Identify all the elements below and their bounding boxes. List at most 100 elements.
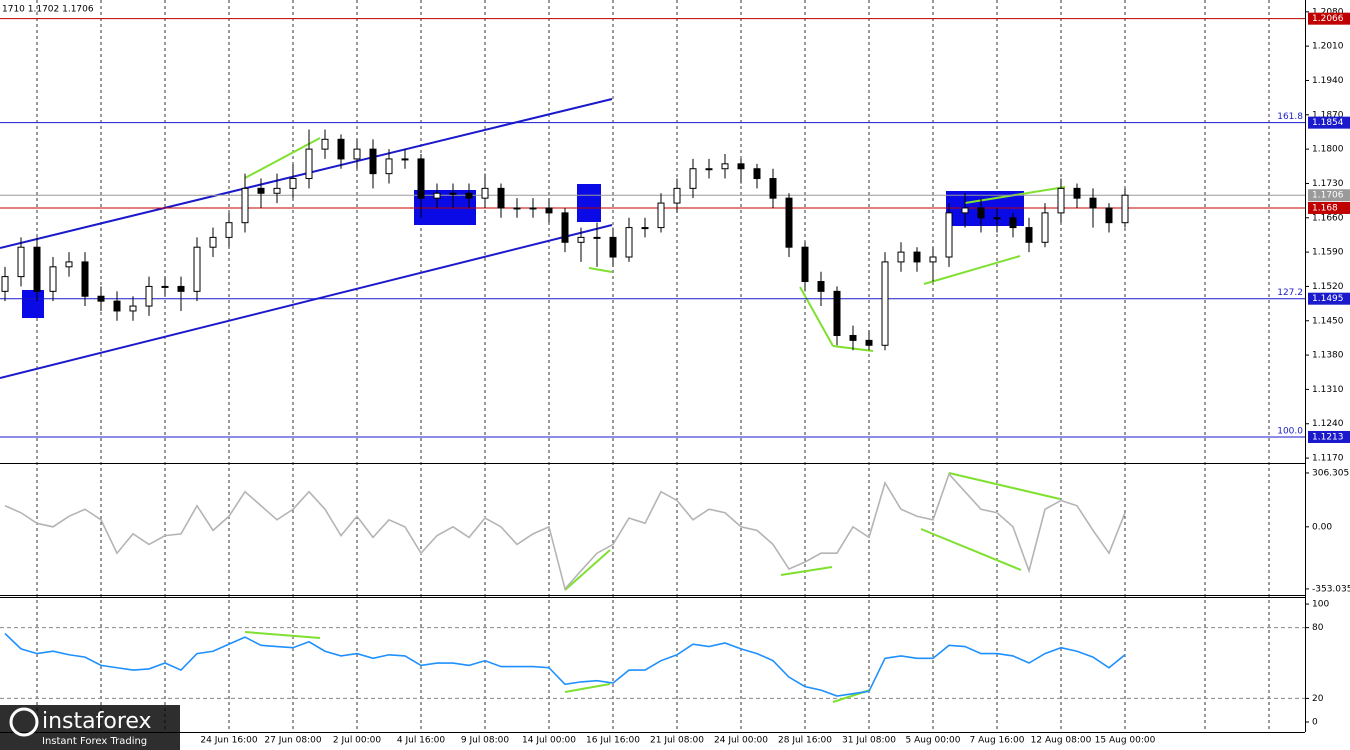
candle-body	[289, 178, 297, 189]
candle-body	[465, 192, 473, 199]
candle-body	[129, 305, 137, 312]
candle-body	[1057, 187, 1065, 214]
divergence-line	[799, 286, 834, 347]
candle-body	[689, 168, 697, 189]
candle-body	[801, 246, 809, 283]
y-tick-label: 1.1870	[1312, 110, 1344, 120]
x-tick-label: 2 Jul 00:00	[333, 736, 382, 746]
candle-body	[753, 168, 761, 180]
candle-body	[593, 236, 601, 239]
y-tick-label: 1.1660	[1312, 213, 1344, 223]
y-tick-label: 1.1310	[1312, 385, 1344, 395]
candle-body	[913, 251, 921, 263]
x-tick-label: 15 Aug 00:00	[1095, 736, 1156, 746]
y-tick-label: 1.1170	[1312, 454, 1344, 464]
candle-body	[353, 148, 361, 160]
x-tick-label: 4 Jul 16:00	[397, 736, 446, 746]
level-label: 1.1854	[1312, 118, 1344, 128]
x-tick-label: 24 Jul 00:00	[714, 736, 768, 746]
candle-body	[257, 187, 265, 194]
candle-body	[609, 236, 617, 258]
candle-body	[929, 256, 937, 263]
y-tick-label: -353.0356	[1312, 584, 1350, 594]
y-tick-label: 1.1730	[1312, 179, 1344, 189]
x-tick-label: 27 Jun 08:00	[264, 736, 321, 746]
candle-body	[513, 207, 521, 210]
watermark-bg	[0, 705, 180, 750]
grid	[0, 0, 1305, 732]
candle-body	[161, 285, 169, 288]
y-tick-label: 306.3051	[1312, 468, 1350, 478]
fib-label: 127.2	[1277, 288, 1303, 298]
y-tick-label: 1.1940	[1312, 76, 1344, 86]
candle-body	[321, 138, 329, 150]
candle-body	[241, 187, 249, 224]
x-tick-label: 12 Aug 08:00	[1031, 736, 1092, 746]
zone	[22, 290, 44, 318]
y-tick-label: 1.1590	[1312, 248, 1344, 258]
level-label: 1.2066	[1312, 14, 1344, 24]
fib-label: 161.8	[1277, 112, 1303, 122]
plot	[0, 18, 1305, 697]
y-tick-label: 1.1800	[1312, 145, 1344, 155]
candle-body	[497, 187, 505, 209]
divergence-line	[588, 267, 613, 273]
candle-body	[529, 207, 537, 210]
indicator-line	[4, 632, 1126, 697]
divergence-line	[244, 137, 321, 179]
candle-body	[1, 276, 9, 292]
candle-body	[225, 222, 233, 238]
candle-body	[545, 207, 553, 214]
level-label-box	[1308, 116, 1350, 129]
divergence-line	[780, 566, 833, 576]
candle-body	[865, 339, 873, 346]
level-label: 1.1213	[1312, 432, 1344, 442]
candle-body	[769, 178, 777, 199]
candle-body	[1105, 207, 1113, 224]
x-tick-label: 31 Jul 08:00	[842, 736, 896, 746]
candle-body	[401, 158, 409, 161]
divergence-line	[948, 472, 1061, 500]
candle-body	[977, 207, 985, 219]
candle-body	[1121, 194, 1129, 224]
candle-body	[337, 138, 345, 160]
candle-body	[1089, 197, 1097, 209]
candle-body	[385, 158, 393, 175]
level-label-box	[1308, 430, 1350, 443]
watermark: instaforex Instant Forex Trading	[0, 705, 180, 750]
level-label-box	[1308, 189, 1350, 202]
zone	[577, 184, 601, 222]
indicator-line	[4, 472, 1126, 591]
y-tick-label: 1.2010	[1312, 42, 1344, 52]
y-tick-label: 80	[1312, 623, 1324, 633]
header: 1710 1.1702 1.1706	[2, 5, 94, 15]
divergence-line	[564, 549, 611, 591]
candle-body	[145, 285, 153, 307]
y-tick-label: 1.1380	[1312, 351, 1344, 361]
y-tick-label: 1.1240	[1312, 419, 1344, 429]
candle-body	[641, 227, 649, 230]
candle-body	[721, 163, 729, 170]
level-label-box	[1308, 201, 1350, 214]
watermark-brand: instaforex	[42, 709, 152, 734]
level-label: 1.1706	[1312, 191, 1344, 201]
candle-body	[433, 192, 441, 199]
candle-body	[785, 197, 793, 248]
candle-body	[33, 246, 41, 292]
candle-body	[1025, 227, 1033, 243]
candle-body	[417, 158, 425, 199]
candle-body	[17, 246, 25, 278]
candle-body	[817, 281, 825, 292]
axes: 1.2080 1.2010 1.1940 1.1870 1.1800 1.1730 1.16…	[200, 7, 1350, 746]
x-tick-label: 21 Jul 08:00	[650, 736, 704, 746]
candle-body	[273, 187, 281, 194]
watermark-logo	[9, 707, 39, 737]
y-tick-label: 1.2080	[1312, 7, 1344, 17]
divergence-line	[920, 528, 1022, 571]
x-tick-label: 14 Jul 00:00	[522, 736, 576, 746]
candle-body	[961, 207, 969, 214]
annotations	[0, 98, 1066, 703]
x-tick-label: 24 Jun 16:00	[200, 736, 257, 746]
candle-body	[65, 261, 73, 268]
divergence-line	[923, 255, 1021, 285]
